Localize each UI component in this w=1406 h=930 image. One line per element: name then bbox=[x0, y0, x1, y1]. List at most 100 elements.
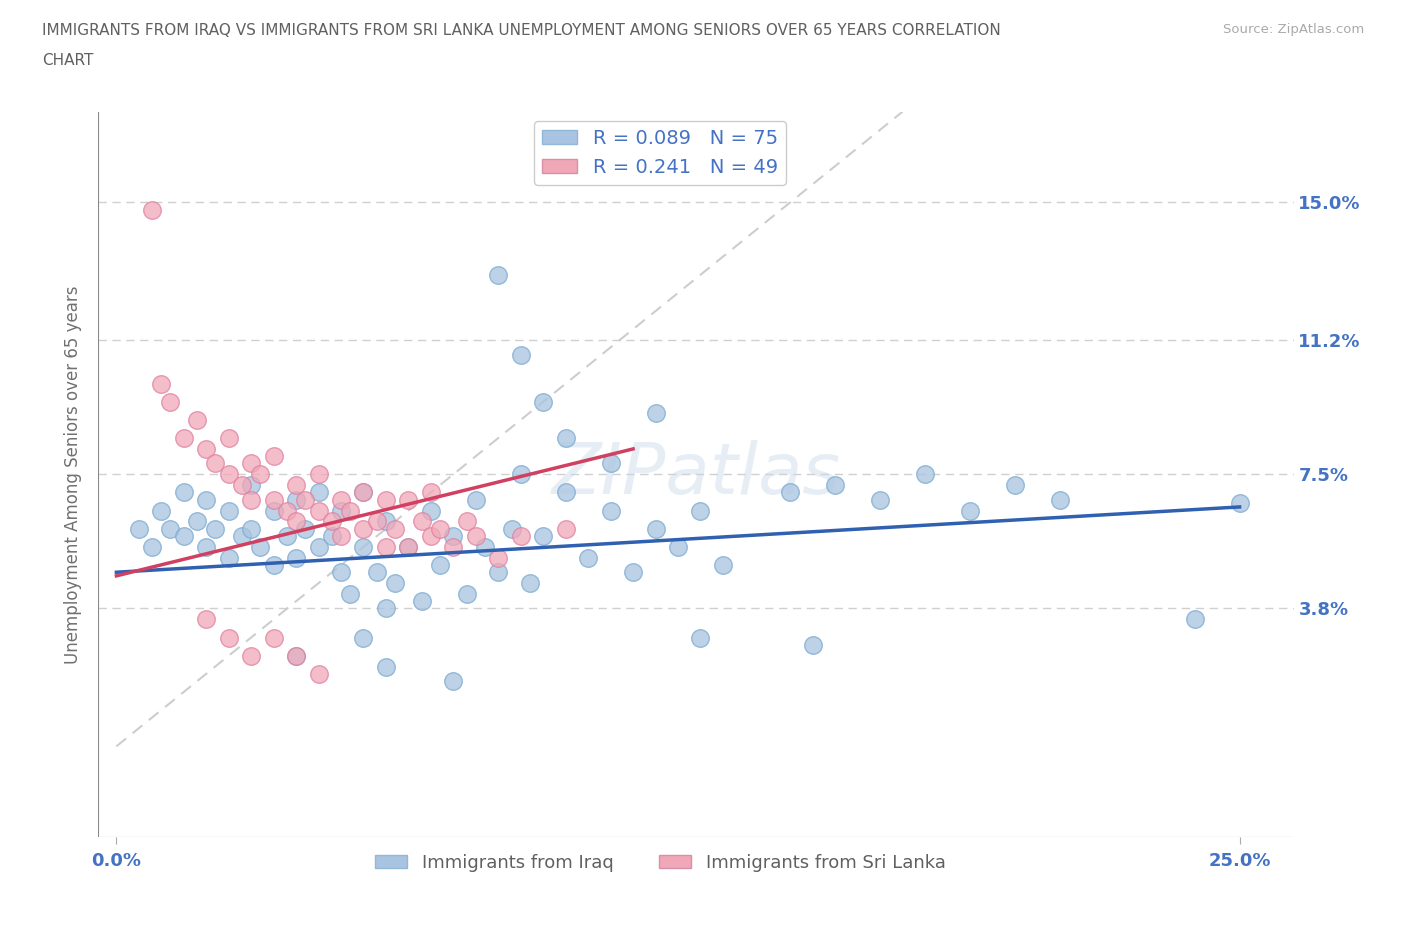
Point bbox=[486, 268, 509, 283]
Point bbox=[554, 431, 576, 445]
Point bbox=[486, 551, 509, 565]
Point bbox=[240, 521, 263, 536]
Point bbox=[486, 565, 509, 579]
Point bbox=[330, 503, 353, 518]
Point bbox=[429, 521, 451, 536]
Point bbox=[141, 202, 163, 217]
Point bbox=[231, 528, 253, 543]
Point bbox=[263, 558, 285, 573]
Point bbox=[869, 492, 891, 507]
Point bbox=[621, 565, 644, 579]
Point bbox=[599, 503, 621, 518]
Point bbox=[218, 467, 240, 482]
Point bbox=[218, 631, 240, 645]
Point bbox=[186, 514, 208, 529]
Point bbox=[509, 467, 531, 482]
Point bbox=[1184, 612, 1206, 627]
Point bbox=[599, 456, 621, 471]
Point bbox=[308, 666, 330, 681]
Point bbox=[441, 528, 464, 543]
Point bbox=[501, 521, 523, 536]
Point bbox=[285, 648, 308, 663]
Point bbox=[195, 612, 218, 627]
Text: IMMIGRANTS FROM IRAQ VS IMMIGRANTS FROM SRI LANKA UNEMPLOYMENT AMONG SENIORS OVE: IMMIGRANTS FROM IRAQ VS IMMIGRANTS FROM … bbox=[42, 23, 1001, 38]
Point bbox=[375, 601, 398, 616]
Point bbox=[128, 521, 150, 536]
Point bbox=[321, 528, 343, 543]
Point bbox=[464, 492, 486, 507]
Point bbox=[554, 521, 576, 536]
Text: CHART: CHART bbox=[42, 53, 94, 68]
Point bbox=[218, 431, 240, 445]
Point bbox=[959, 503, 981, 518]
Point bbox=[419, 485, 441, 500]
Point bbox=[801, 637, 824, 652]
Text: Source: ZipAtlas.com: Source: ZipAtlas.com bbox=[1223, 23, 1364, 36]
Text: ZIPatlas: ZIPatlas bbox=[551, 440, 841, 509]
Point bbox=[204, 456, 226, 471]
Point bbox=[396, 539, 419, 554]
Point bbox=[330, 528, 353, 543]
Point bbox=[263, 449, 285, 464]
Point bbox=[824, 478, 846, 493]
Point bbox=[644, 521, 666, 536]
Point bbox=[1004, 478, 1026, 493]
Point bbox=[218, 503, 240, 518]
Point bbox=[509, 528, 531, 543]
Point bbox=[339, 503, 361, 518]
Point bbox=[173, 431, 195, 445]
Point bbox=[285, 514, 308, 529]
Point bbox=[531, 394, 554, 409]
Point bbox=[411, 594, 433, 609]
Point bbox=[276, 528, 298, 543]
Point bbox=[644, 405, 666, 420]
Point bbox=[285, 648, 308, 663]
Point bbox=[285, 478, 308, 493]
Point bbox=[411, 514, 433, 529]
Point bbox=[285, 492, 308, 507]
Point bbox=[276, 503, 298, 518]
Point bbox=[666, 539, 689, 554]
Legend: Immigrants from Iraq, Immigrants from Sri Lanka: Immigrants from Iraq, Immigrants from Sr… bbox=[367, 846, 953, 879]
Point bbox=[294, 521, 316, 536]
Point bbox=[249, 467, 271, 482]
Point bbox=[308, 467, 330, 482]
Point bbox=[186, 413, 208, 428]
Point bbox=[576, 551, 599, 565]
Point bbox=[240, 478, 263, 493]
Point bbox=[150, 377, 173, 392]
Point bbox=[689, 503, 711, 518]
Point bbox=[263, 631, 285, 645]
Point bbox=[150, 503, 173, 518]
Point bbox=[1229, 496, 1251, 511]
Point bbox=[519, 576, 541, 591]
Point bbox=[263, 503, 285, 518]
Point bbox=[779, 485, 801, 500]
Point bbox=[509, 347, 531, 362]
Point bbox=[711, 558, 734, 573]
Point bbox=[204, 521, 226, 536]
Point bbox=[249, 539, 271, 554]
Point bbox=[456, 587, 478, 602]
Point bbox=[474, 539, 496, 554]
Point bbox=[173, 528, 195, 543]
Point bbox=[353, 521, 375, 536]
Point bbox=[419, 503, 441, 518]
Point bbox=[353, 631, 375, 645]
Point bbox=[554, 485, 576, 500]
Point bbox=[366, 514, 388, 529]
Point bbox=[240, 492, 263, 507]
Point bbox=[353, 485, 375, 500]
Point bbox=[285, 551, 308, 565]
Point bbox=[195, 539, 218, 554]
Point bbox=[330, 492, 353, 507]
Y-axis label: Unemployment Among Seniors over 65 years: Unemployment Among Seniors over 65 years bbox=[65, 286, 83, 663]
Point bbox=[429, 558, 451, 573]
Point bbox=[366, 565, 388, 579]
Point bbox=[464, 528, 486, 543]
Point bbox=[294, 492, 316, 507]
Point bbox=[240, 456, 263, 471]
Point bbox=[240, 648, 263, 663]
Point bbox=[263, 492, 285, 507]
Point bbox=[441, 539, 464, 554]
